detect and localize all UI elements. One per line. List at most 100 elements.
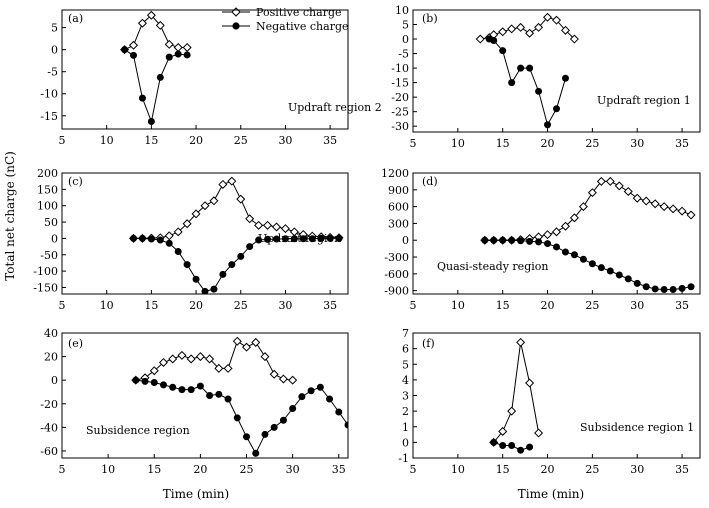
negative-charge-line [135,379,348,455]
legend-negative-marker [232,22,240,30]
positive-charge-point [205,354,215,364]
x-tick-label: 25 [234,134,248,147]
panel-label: (d) [422,175,438,188]
positive-charge-point [223,363,233,373]
negative-charge-point [192,275,200,283]
negative-charge-point [660,286,668,294]
positive-charge-point [560,221,570,231]
x-tick-label: 25 [240,463,254,476]
panel-a: 5 10 15 20 25 30 35 5 0 -5 -10 -15 (a) Updraft region… [40,9,382,147]
positive-charge-point [271,222,282,232]
x-tick-label: 15 [147,463,161,476]
negative-charge-point [141,377,149,385]
plot-frame [412,332,701,459]
region-annotation: Subsidence region [86,424,190,437]
negative-charge-point [517,446,525,454]
panel-label: (a) [68,12,83,25]
negative-charge-point [130,234,137,242]
positive-charge-point [498,27,508,37]
x-tick-label: 10 [101,463,115,476]
negative-charge-point [678,284,686,292]
negative-charge-point [215,390,223,398]
panel-e: 5 10 15 20 25 30 35 40 20 0 -20 -40 -60 (e) Subsidence… [40,327,349,476]
panel-b: 5 10 15 20 25 30 351050-5-10-15-20-25-30(b)Upd… [391,4,701,150]
negative-charge-point [289,404,297,412]
x-tick-label: 10 [451,137,465,150]
positive-charge-point [587,188,597,198]
positive-charge-point [186,354,196,364]
x-axis-title-right: Time (min) [518,487,584,501]
negative-charge-point [526,64,534,72]
y-tick-label: 100 [37,200,58,213]
positive-charge-line [484,180,692,241]
negative-charge-point [490,438,498,446]
positive-charge-point [146,10,156,20]
y-tick-label: -60 [40,445,58,458]
plot-frame [61,9,349,130]
panel-label: (e) [68,337,83,350]
negative-charge-point [588,260,596,268]
negative-charge-point [246,243,254,251]
x-tick-label: 10 [451,463,465,476]
positive-charge-point [182,219,192,229]
positive-charge-point [195,352,205,362]
y-tick-label: 0 [51,374,58,387]
positive-charge-point [168,354,178,364]
negative-charge-point [344,421,348,429]
positive-charge-point [650,199,660,209]
positive-charge-point [149,366,159,376]
negative-charge-point [508,442,516,449]
y-tick-label: -5 [47,66,58,79]
x-tick-label: 15 [496,137,510,150]
x-tick-label: 5 [59,134,66,147]
y-tick-label: 10 [395,4,409,17]
negative-charge-point [210,285,218,293]
negative-charge-point [606,267,614,275]
legend-negative-label: Negative charge [256,20,349,33]
y-tick-label: 7 [402,327,409,340]
negative-charge-point [281,235,289,243]
negative-charge-point [237,252,245,260]
negative-charge-point [156,236,164,244]
negative-charge-point [233,414,241,422]
negative-charge-point [252,449,260,457]
negative-charge-point [183,51,191,59]
positive-charge-line [135,340,293,381]
x-tick-label: 5 [410,137,417,150]
plot-frame [412,172,701,295]
negative-charge-point [183,261,191,269]
y-tick-label: -50 [40,249,58,262]
negative-charge-point [156,73,164,81]
positive-charge-point [173,227,183,237]
negative-charge-point [535,87,543,95]
negative-charge-point [290,235,298,243]
negative-charge-point [130,51,137,59]
legend: Positive charge Negative charge [222,6,349,33]
positive-charge-point [158,357,168,367]
positive-charge-point [263,220,273,230]
negative-charge-point [499,47,507,55]
positive-charge-point [182,42,192,52]
positive-charge-point [543,12,553,22]
negative-charge-point [138,234,146,242]
y-tick-label: -900 [384,285,409,298]
positive-charge-point [507,24,517,34]
plot-area [489,337,544,454]
negative-charge-point [165,53,173,61]
x-tick-label: 10 [100,299,114,312]
positive-charge-point [534,22,544,32]
negative-charge-line [124,49,188,124]
y-tick-label: 0 [402,436,409,449]
negative-charge-point [526,237,534,245]
negative-charge-point [499,236,507,244]
legend-positive-marker [231,7,241,17]
x-tick-label: 10 [451,299,465,312]
negative-charge-point [561,74,569,82]
x-tick-label: 20 [541,299,555,312]
x-tick-label: 35 [675,137,689,150]
negative-charge-point [279,416,287,424]
x-tick-label: 10 [100,134,114,147]
region-annotation: Subsidence region 1 [580,421,694,434]
negative-charge-line [133,237,340,292]
negative-charge-point [273,235,280,243]
